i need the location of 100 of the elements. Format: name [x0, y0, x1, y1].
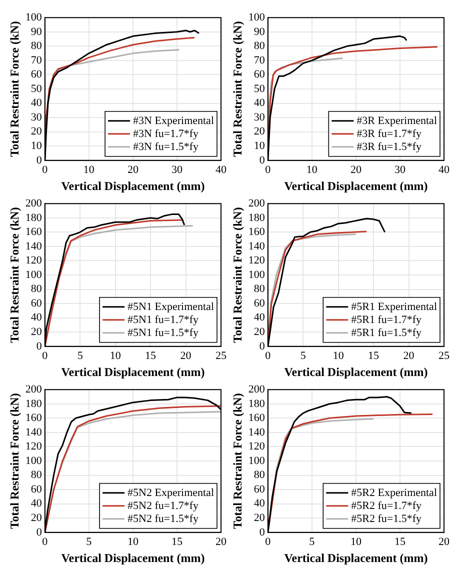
legend-label: #5R1 fu=1.5*fy	[351, 326, 422, 339]
x-tick-label: 20	[350, 164, 362, 176]
x-tick-label: 15	[368, 350, 380, 362]
y-tick-label: 100	[25, 454, 42, 467]
y-tick-label: 60	[254, 68, 266, 81]
y-tick-label: 100	[248, 11, 266, 24]
y-tick-label: 60	[30, 68, 42, 81]
y-tick-label: 120	[248, 254, 266, 267]
y-tick-label: 20	[254, 512, 266, 524]
x-axis-title: Vertical Displacement (mm)	[61, 550, 205, 565]
y-tick-label: 20	[254, 326, 266, 338]
x-axis-title: Vertical Displacement (mm)	[61, 178, 205, 193]
y-axis-title: Total Restraint Force (kN)	[230, 21, 244, 157]
x-axis-title: Vertical Displacement (mm)	[284, 178, 428, 193]
y-tick-label: 40	[30, 498, 42, 510]
legend-label: #5N2 fu=1.5*fy	[128, 512, 200, 525]
y-tick-label: 180	[25, 398, 42, 410]
y-tick-label: 160	[248, 412, 266, 424]
y-tick-label: 160	[25, 226, 42, 238]
y-tick-label: 80	[254, 283, 266, 296]
y-tick-label: 140	[25, 240, 42, 252]
y-tick-label: 100	[25, 11, 42, 24]
x-tick-label: 15	[145, 350, 157, 362]
legend-label: #5N1 Experimental	[128, 300, 214, 313]
y-tick-label: 20	[254, 126, 266, 138]
y-axis-title: Total Restraint Force (kN)	[7, 21, 22, 157]
y-tick-label: 120	[25, 254, 42, 267]
x-tick-label: 20	[438, 536, 450, 548]
legend-label: #3N Experimental	[133, 114, 214, 127]
y-axis-title: Total Restraint Force (kN)	[7, 393, 22, 529]
y-tick-label: 20	[30, 126, 42, 138]
legend-label: #5N2 Experimental	[128, 486, 214, 499]
y-tick-label: 30	[30, 111, 42, 124]
y-tick-label: 70	[30, 54, 42, 66]
x-tick-label: 10	[332, 350, 344, 362]
y-tick-label: 180	[248, 212, 266, 224]
y-tick-label: 0	[259, 340, 266, 352]
y-tick-label: 10	[254, 140, 266, 152]
legend-label: #5N1 fu=1.7*fy	[128, 314, 200, 326]
legend-label: #5R2 Experimental	[351, 486, 438, 499]
y-tick-label: 140	[248, 240, 266, 252]
y-axis-title: Total Restraint Force (kN)	[230, 207, 244, 343]
legend-label: #3R fu=1.5*fy	[356, 140, 422, 153]
y-tick-label: 120	[25, 440, 42, 453]
y-tick-label: 10	[30, 140, 42, 152]
legend-label: #3R Experimental	[356, 114, 438, 127]
x-tick-label: 30	[394, 164, 406, 176]
y-tick-label: 50	[254, 82, 266, 95]
y-tick-label: 180	[25, 212, 42, 224]
y-tick-label: 0	[36, 340, 42, 352]
y-tick-label: 60	[30, 297, 42, 310]
y-tick-label: 60	[254, 297, 266, 310]
y-tick-label: 80	[254, 469, 266, 482]
y-tick-label: 30	[254, 111, 266, 124]
y-tick-label: 40	[30, 312, 42, 324]
y-tick-label: 0	[259, 526, 266, 538]
x-tick-label: 15	[394, 536, 406, 548]
legend-label: #5R1 fu=1.7*fy	[351, 314, 422, 326]
y-tick-label: 200	[25, 383, 42, 396]
x-tick-label: 10	[306, 164, 318, 176]
y-tick-label: 80	[30, 469, 42, 482]
y-tick-label: 100	[25, 268, 42, 281]
legend-label: #3N fu=1.5*fy	[133, 140, 200, 153]
y-tick-label: 90	[30, 26, 42, 38]
y-tick-label: 200	[248, 197, 266, 210]
y-tick-label: 0	[36, 526, 42, 538]
y-tick-label: 40	[254, 312, 266, 324]
x-tick-label: 5	[300, 350, 306, 362]
y-tick-label: 70	[254, 54, 266, 66]
y-tick-label: 180	[248, 398, 266, 410]
y-tick-label: 160	[25, 412, 42, 424]
x-tick-label: 5	[309, 536, 316, 548]
legend-label: #3N fu=1.7*fy	[133, 128, 200, 140]
y-tick-label: 60	[30, 483, 42, 496]
y-tick-label: 80	[30, 283, 42, 296]
x-tick-label: 5	[86, 536, 92, 548]
y-tick-label: 80	[30, 40, 42, 52]
y-tick-label: 120	[248, 440, 266, 453]
y-tick-label: 200	[248, 383, 266, 396]
y-tick-label: 40	[254, 97, 266, 110]
x-tick-label: 20	[127, 164, 139, 176]
legend-label: #3R fu=1.7*fy	[356, 128, 422, 140]
x-tick-label: 5	[77, 350, 84, 362]
y-tick-label: 160	[248, 226, 266, 238]
legend-label: #5R2 fu=1.5*fy	[351, 512, 422, 525]
x-tick-label: 25	[216, 350, 227, 362]
x-axis-title: Vertical Displacement (mm)	[284, 550, 428, 565]
y-axis-title: Total Restraint Force (kN)	[7, 207, 22, 343]
x-tick-label: 10	[127, 536, 139, 548]
x-tick-label: 20	[216, 536, 227, 548]
y-tick-label: 140	[25, 426, 42, 438]
x-tick-label: 15	[171, 536, 183, 548]
x-axis-title: Vertical Displacement (mm)	[284, 364, 428, 379]
y-tick-label: 40	[254, 498, 266, 510]
y-tick-label: 90	[254, 26, 266, 38]
y-axis-title: Total Restraint Force (kN)	[230, 393, 244, 529]
y-tick-label: 100	[248, 454, 266, 467]
x-axis-title: Vertical Displacement (mm)	[61, 364, 205, 379]
x-tick-label: 20	[403, 350, 415, 362]
y-tick-label: 140	[248, 426, 266, 438]
